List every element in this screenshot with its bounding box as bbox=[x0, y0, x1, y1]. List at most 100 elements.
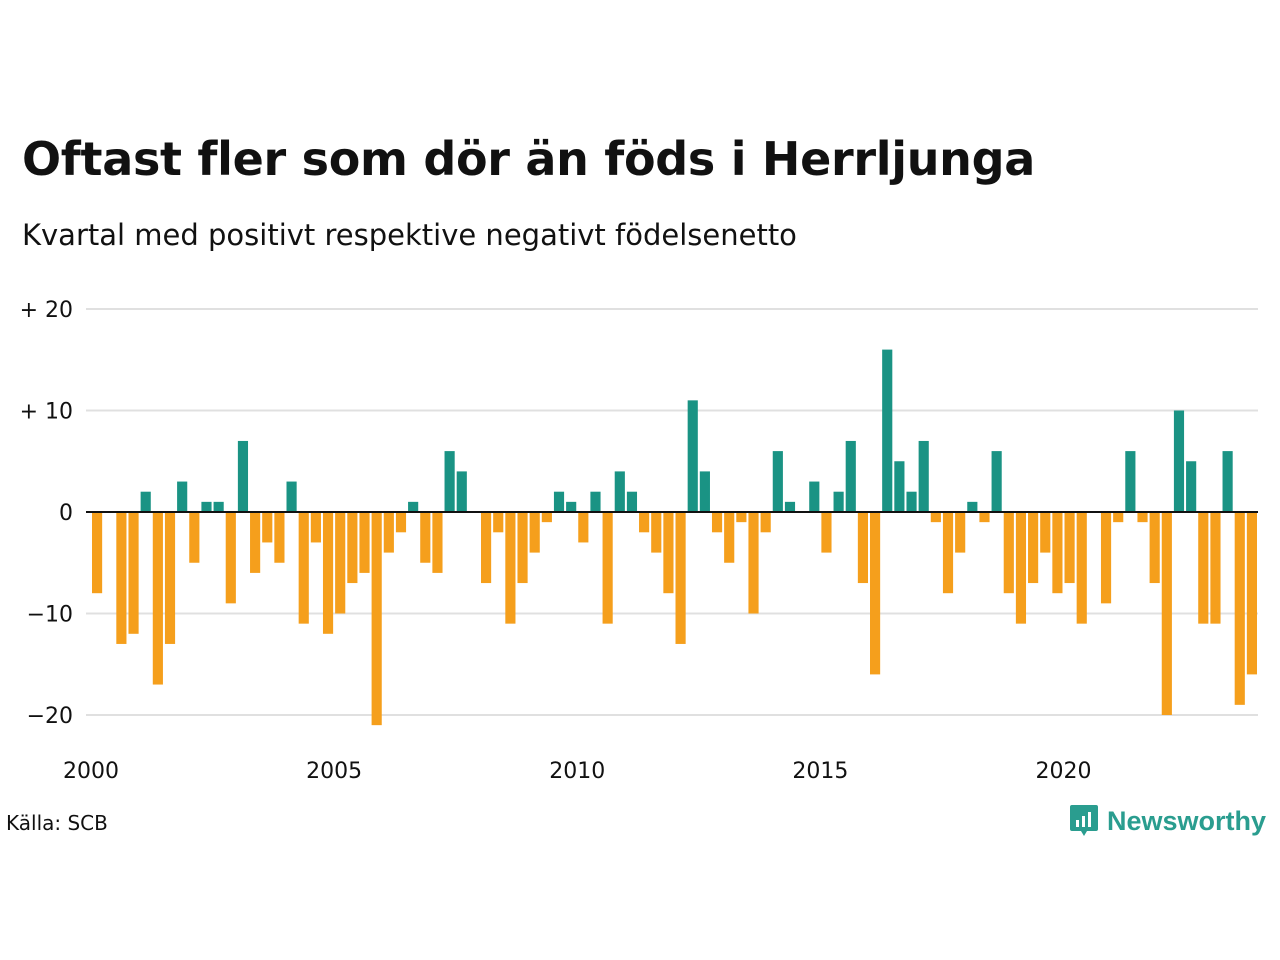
bar-positive bbox=[1186, 461, 1197, 512]
bar-negative bbox=[639, 512, 650, 533]
bar-negative bbox=[481, 512, 492, 584]
bar-positive bbox=[991, 451, 1002, 512]
bar-negative bbox=[1113, 512, 1124, 523]
bar-negative bbox=[262, 512, 273, 543]
bar-positive bbox=[177, 481, 188, 512]
source-note: Källa: SCB bbox=[6, 811, 108, 835]
bar-negative bbox=[651, 512, 662, 553]
x-tick-label: 2000 bbox=[63, 759, 119, 784]
bar-negative bbox=[578, 512, 589, 543]
bar-negative bbox=[395, 512, 407, 533]
bar-positive bbox=[237, 440, 249, 512]
bar-negative bbox=[942, 512, 954, 594]
bar-negative bbox=[870, 512, 881, 675]
bar-negative bbox=[383, 512, 394, 553]
bar-negative bbox=[432, 512, 443, 573]
bar-negative bbox=[1100, 512, 1112, 604]
bar-negative bbox=[164, 512, 176, 644]
bar-negative bbox=[92, 512, 103, 594]
bar-positive bbox=[833, 491, 844, 512]
chart-title: Oftast fler som dör än föds i Herrljunga bbox=[22, 132, 1035, 186]
bar-negative bbox=[116, 512, 127, 644]
bar-negative bbox=[1003, 512, 1014, 594]
bar-positive bbox=[772, 451, 783, 512]
y-tick-label: 0 bbox=[59, 501, 73, 526]
chart-subtitle: Kvartal med positivt respektive negativt… bbox=[22, 218, 797, 252]
bar-negative bbox=[335, 512, 346, 614]
bar-positive bbox=[408, 501, 419, 512]
bar-positive bbox=[784, 501, 796, 512]
bar-positive bbox=[687, 400, 698, 512]
bar-positive bbox=[882, 349, 893, 512]
bar-positive bbox=[286, 481, 297, 512]
bar-negative bbox=[724, 512, 735, 563]
bar-positive bbox=[809, 481, 820, 512]
y-tick-label: + 20 bbox=[20, 298, 73, 323]
bar-negative bbox=[1076, 512, 1087, 624]
bar-negative bbox=[189, 512, 200, 563]
bar-negative bbox=[322, 512, 334, 634]
x-tick-label: 2015 bbox=[792, 759, 848, 784]
bar-positive bbox=[566, 501, 577, 512]
newsworthy-logo-icon bbox=[1069, 805, 1098, 836]
brand-logo[interactable]: Newsworthy bbox=[1069, 804, 1266, 838]
x-tick-label: 2010 bbox=[549, 759, 605, 784]
bar-negative bbox=[529, 512, 540, 553]
bar-positive bbox=[699, 471, 710, 512]
bar-negative bbox=[420, 512, 431, 563]
y-tick-label: −10 bbox=[27, 603, 73, 628]
bar-negative bbox=[602, 512, 613, 624]
bar-positive bbox=[444, 451, 455, 512]
bar-negative bbox=[1161, 512, 1172, 715]
bar-negative bbox=[711, 512, 723, 533]
bar-negative bbox=[1210, 512, 1221, 624]
bar-positive bbox=[906, 491, 917, 512]
bar-negative bbox=[1064, 512, 1075, 584]
x-axis-ticks: 2000 2005 2010 2015 2020 bbox=[63, 759, 1092, 784]
bar-negative bbox=[1137, 512, 1148, 523]
bar-negative bbox=[347, 512, 358, 584]
bar-positive bbox=[614, 471, 625, 512]
bar-positive bbox=[894, 461, 905, 512]
bar-negative bbox=[736, 512, 747, 523]
bar-negative bbox=[1198, 512, 1209, 624]
bar-positive bbox=[140, 491, 151, 512]
bar-negative bbox=[930, 512, 941, 523]
bar-positive bbox=[918, 440, 929, 512]
bar-negative bbox=[274, 512, 285, 563]
bar-positive bbox=[1222, 451, 1233, 512]
bar-negative bbox=[505, 512, 516, 624]
bar-negative bbox=[225, 512, 236, 604]
bar-negative bbox=[1040, 512, 1051, 553]
bar-negative bbox=[1052, 512, 1063, 594]
bar-negative bbox=[1246, 512, 1257, 675]
bar-positive bbox=[201, 501, 212, 512]
bar-positive bbox=[456, 471, 467, 512]
bar-negative bbox=[359, 512, 370, 573]
bar-negative bbox=[371, 512, 382, 726]
bar-negative bbox=[663, 512, 674, 594]
bar-positive bbox=[1125, 451, 1136, 512]
bar-negative bbox=[541, 512, 552, 523]
bar-negative bbox=[675, 512, 686, 644]
bar-negative bbox=[1028, 512, 1039, 584]
bar-positive bbox=[1173, 410, 1185, 512]
bar-negative bbox=[760, 512, 771, 533]
bar-positive bbox=[213, 501, 224, 512]
bar-negative bbox=[493, 512, 504, 533]
bar-negative bbox=[298, 512, 309, 624]
bar-positive bbox=[626, 491, 638, 512]
bar-negative bbox=[152, 512, 163, 685]
brand-name: Newsworthy bbox=[1106, 805, 1266, 836]
bar-negative bbox=[250, 512, 261, 573]
bars bbox=[92, 349, 1257, 726]
bar-negative bbox=[1234, 512, 1245, 705]
bar-negative bbox=[857, 512, 868, 584]
bar-positive bbox=[967, 501, 978, 512]
x-tick-label: 2005 bbox=[306, 759, 362, 784]
bar-positive bbox=[553, 491, 565, 512]
y-tick-label: + 10 bbox=[20, 400, 73, 425]
y-axis-ticks: + 20 + 10 0 −10 −20 bbox=[20, 298, 73, 729]
grid-lines bbox=[86, 308, 1258, 716]
bar-positive bbox=[845, 440, 856, 512]
